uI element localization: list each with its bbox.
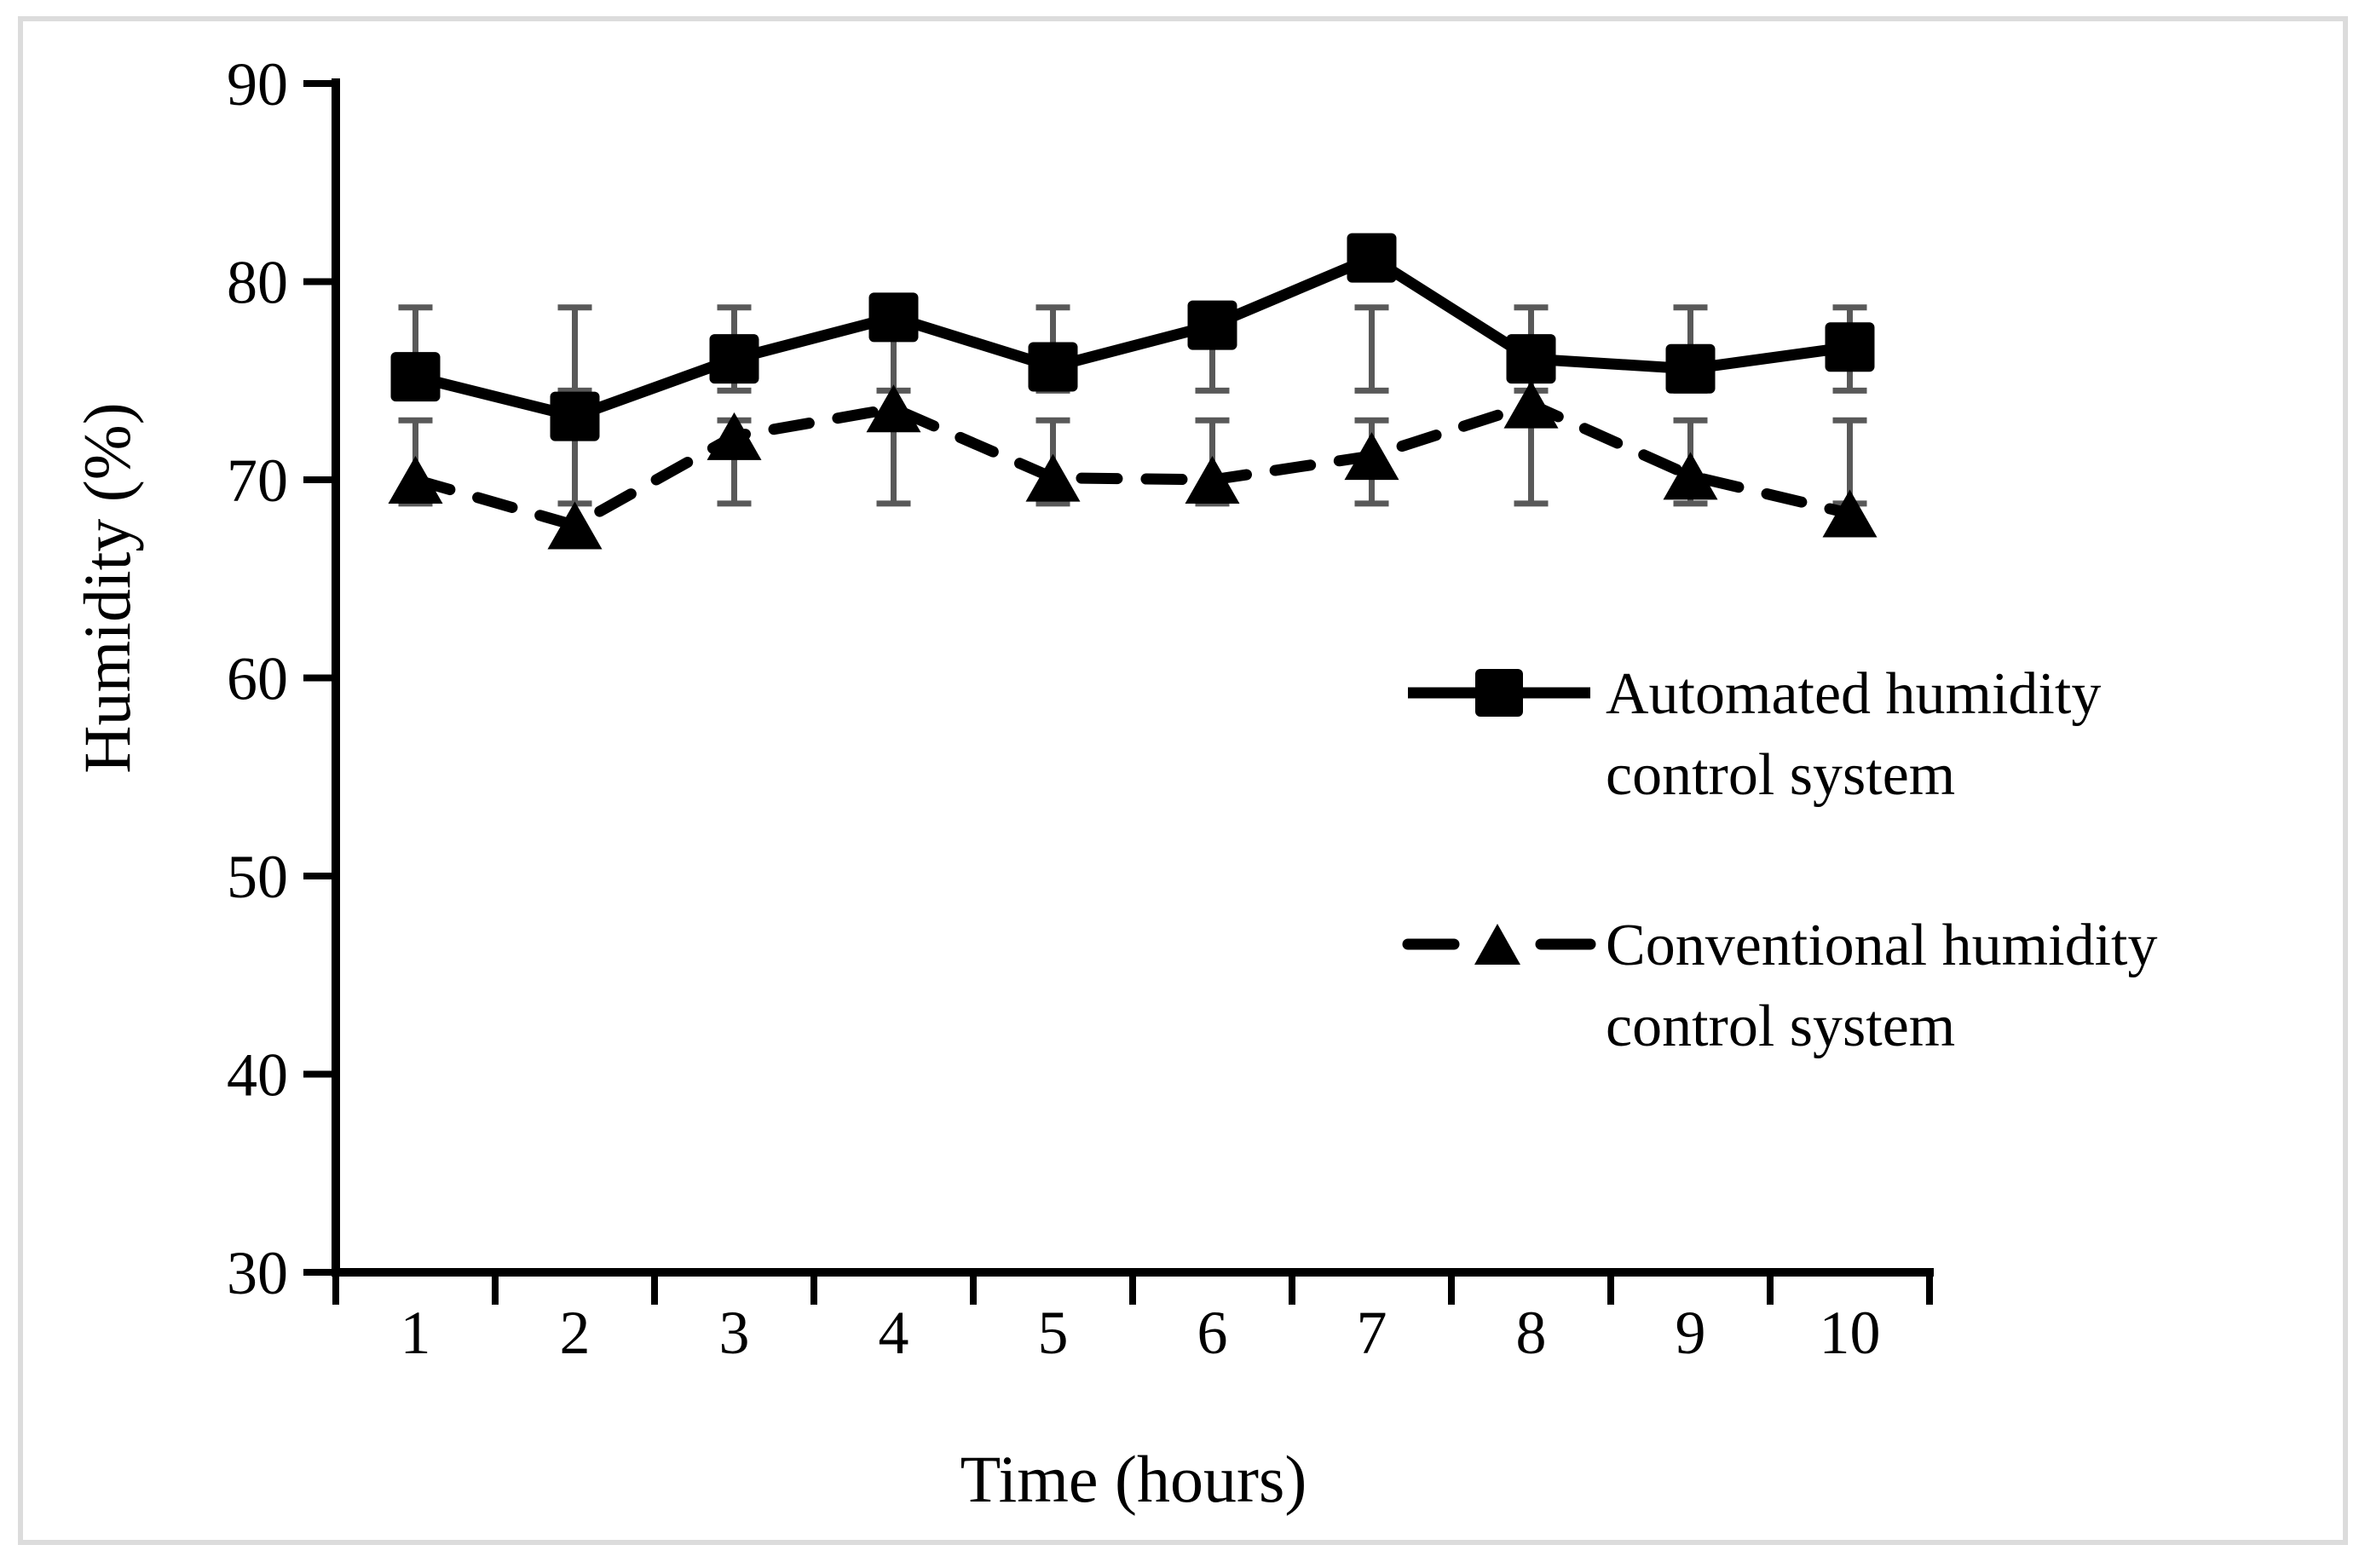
legend-square-marker <box>1475 669 1523 717</box>
legend-label: Conventional humidity <box>1606 913 2157 978</box>
y-tick-label: 40 <box>227 1041 288 1110</box>
triangle-data-marker <box>707 412 762 460</box>
triangle-data-marker <box>1025 453 1081 502</box>
y-tick-label: 50 <box>227 843 288 911</box>
triangle-data-marker <box>1663 452 1718 500</box>
square-data-marker <box>1187 300 1237 350</box>
square-data-marker <box>390 352 441 402</box>
triangle-data-marker <box>388 456 443 504</box>
x-tick-label: 7 <box>1357 1299 1387 1367</box>
y-tick-label: 70 <box>227 447 288 515</box>
square-data-marker <box>550 391 600 441</box>
x-tick-label: 9 <box>1676 1299 1706 1367</box>
x-tick-label: 10 <box>1820 1299 1881 1367</box>
x-tick-label: 6 <box>1197 1299 1228 1367</box>
triangle-data-marker <box>1822 489 1878 538</box>
figure-border <box>18 16 2348 1545</box>
x-tick-label: 8 <box>1516 1299 1547 1367</box>
square-data-marker <box>868 292 919 343</box>
y-axis-title: Humidity (%) <box>70 402 144 773</box>
x-tick-label: 4 <box>879 1299 909 1367</box>
y-tick-label: 30 <box>227 1239 288 1307</box>
x-tick-label: 1 <box>401 1299 431 1367</box>
x-tick-label: 5 <box>1038 1299 1069 1367</box>
triangle-data-marker <box>1503 380 1559 429</box>
triangle-data-marker <box>1344 432 1399 481</box>
y-tick-label: 60 <box>227 645 288 713</box>
square-data-marker <box>1506 334 1556 384</box>
x-axis-title: Time (hours) <box>960 1442 1307 1516</box>
square-data-marker <box>709 334 759 384</box>
x-tick-label: 2 <box>560 1299 591 1367</box>
triangle-data-marker <box>1185 456 1240 504</box>
conventional-series-line <box>410 399 1855 531</box>
y-tick-label: 80 <box>227 249 288 317</box>
triangle-data-marker <box>866 384 921 433</box>
square-data-marker <box>1665 343 1716 394</box>
square-data-marker <box>1825 322 1875 372</box>
automated-series-line <box>410 252 1855 423</box>
legend-triangle-marker <box>1474 924 1520 965</box>
square-data-marker <box>1347 233 1397 283</box>
triangle-data-marker <box>547 501 603 550</box>
legend-label: control system <box>1606 742 1955 808</box>
y-tick-label: 90 <box>227 50 288 118</box>
x-tick-label: 3 <box>719 1299 750 1367</box>
legend-label: Automated humidity <box>1606 661 2101 727</box>
square-data-marker <box>1028 342 1078 392</box>
legend-label: control system <box>1606 994 1955 1059</box>
